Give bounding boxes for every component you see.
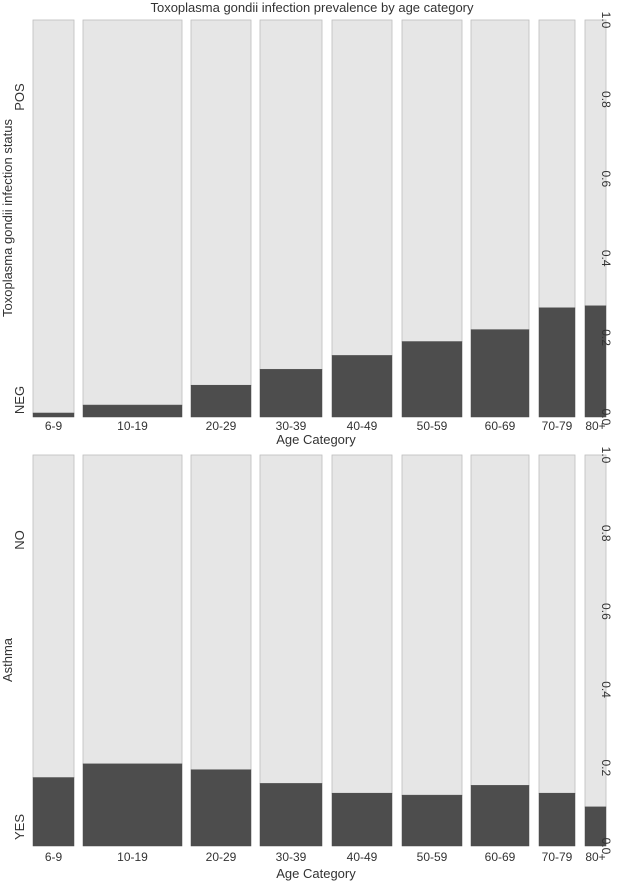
mosaic-tile-no-40-49 bbox=[331, 454, 393, 794]
y-tick-label: 0.8 bbox=[599, 91, 613, 108]
y-axis-label: Toxoplasma gondii infection status bbox=[0, 119, 15, 318]
mosaic-tile-pos-6-9 bbox=[32, 19, 75, 414]
mosaic-tile-no-30-39 bbox=[259, 454, 323, 784]
x-tick-label: 80+ bbox=[585, 419, 605, 433]
y-tick-label: 0.4 bbox=[599, 250, 613, 267]
mosaic-tile-neg-60-69 bbox=[470, 329, 530, 418]
mosaic-tile-yes-30-39 bbox=[259, 783, 323, 847]
mosaic-tile-yes-40-49 bbox=[331, 792, 393, 847]
panel-1: 6-9 10-19 20-29 30-39 40-49 50-59 60-69 70-79 80… bbox=[0, 12, 613, 447]
y-tick-label: 0.6 bbox=[599, 170, 613, 187]
mosaic-tile-neg-70-79 bbox=[538, 307, 576, 418]
x-tick-label: 40-49 bbox=[347, 419, 378, 433]
mosaic-tile-no-70-79 bbox=[538, 454, 576, 794]
mosaic-tile-neg-30-39 bbox=[259, 369, 323, 418]
level-label-top: POS bbox=[12, 83, 27, 111]
y-tick-label: 0.2 bbox=[599, 329, 613, 346]
y-axis-label: Asthma bbox=[0, 637, 15, 682]
x-tick-label: 10-19 bbox=[117, 850, 148, 864]
y-tick-label: 1.0 bbox=[599, 447, 613, 464]
mosaic-tile-neg-10-19 bbox=[82, 404, 183, 418]
chart-title: Toxoplasma gondii infection prevalence b… bbox=[150, 0, 474, 15]
x-tick-label: 80+ bbox=[585, 850, 605, 864]
mosaic-tile-no-20-29 bbox=[190, 454, 252, 771]
x-tick-label: 70-79 bbox=[542, 850, 573, 864]
mosaic-tile-neg-20-29 bbox=[190, 384, 252, 418]
panel-2: 6-9 10-19 20-29 30-39 40-49 50-59 60-69 70-79 80… bbox=[0, 447, 613, 881]
x-tick-label: 20-29 bbox=[206, 850, 237, 864]
x-tick-label: 10-19 bbox=[117, 419, 148, 433]
mosaic-tile-pos-30-39 bbox=[259, 19, 323, 370]
mosaic-tile-pos-40-49 bbox=[331, 19, 393, 356]
mosaic-tile-pos-60-69 bbox=[470, 19, 530, 331]
x-tick-label: 50-59 bbox=[417, 419, 448, 433]
x-tick-label: 70-79 bbox=[542, 419, 573, 433]
mosaic-tile-yes-6-9 bbox=[32, 777, 75, 847]
x-axis-label: Age Category bbox=[276, 432, 356, 447]
x-axis-label: Age Category bbox=[276, 866, 356, 881]
mosaic-tile-yes-80+ bbox=[584, 806, 607, 847]
mosaic-tile-neg-40-49 bbox=[331, 355, 393, 418]
mosaic-tile-pos-10-19 bbox=[82, 19, 183, 406]
mosaic-tile-yes-50-59 bbox=[401, 794, 463, 847]
y-tick-label: 0.8 bbox=[599, 525, 613, 542]
y-tick-label: 1.0 bbox=[599, 12, 613, 29]
mosaic-tile-no-50-59 bbox=[401, 454, 463, 796]
mosaic-tile-pos-20-29 bbox=[190, 19, 252, 386]
y-tick-label: 0.2 bbox=[599, 759, 613, 776]
mosaic-tile-neg-80+ bbox=[584, 305, 607, 418]
mosaic-tile-yes-60-69 bbox=[470, 785, 530, 847]
x-tick-label: 30-39 bbox=[276, 419, 307, 433]
mosaic-tile-yes-10-19 bbox=[82, 763, 183, 847]
level-label-bottom: YES bbox=[12, 814, 27, 840]
mosaic-tile-no-10-19 bbox=[82, 454, 183, 765]
x-tick-label: 40-49 bbox=[347, 850, 378, 864]
x-tick-label: 50-59 bbox=[417, 850, 448, 864]
level-label-top: NO bbox=[12, 530, 27, 550]
mosaic-tile-pos-50-59 bbox=[401, 19, 463, 342]
x-tick-label: 6-9 bbox=[45, 850, 63, 864]
x-tick-label: 60-69 bbox=[485, 850, 516, 864]
mosaic-tile-neg-6-9 bbox=[32, 412, 75, 418]
mosaic-tile-neg-50-59 bbox=[401, 341, 463, 418]
x-tick-label: 20-29 bbox=[206, 419, 237, 433]
y-tick-label: 0.6 bbox=[599, 603, 613, 620]
mosaic-tile-no-80+ bbox=[584, 454, 607, 808]
mosaic-tile-no-6-9 bbox=[32, 454, 75, 778]
y-tick-label: 0.0 bbox=[599, 409, 613, 426]
mosaic-tile-yes-70-79 bbox=[538, 792, 576, 847]
level-label-bottom: NEG bbox=[12, 386, 27, 414]
y-tick-label: 0.0 bbox=[599, 838, 613, 855]
mosaic-tile-pos-70-79 bbox=[538, 19, 576, 309]
mosaic-tile-no-60-69 bbox=[470, 454, 530, 786]
y-tick-label: 0.4 bbox=[599, 681, 613, 698]
x-tick-label: 30-39 bbox=[276, 850, 307, 864]
mosaic-tile-yes-20-29 bbox=[190, 769, 252, 847]
x-tick-label: 6-9 bbox=[45, 419, 63, 433]
x-tick-label: 60-69 bbox=[485, 419, 516, 433]
